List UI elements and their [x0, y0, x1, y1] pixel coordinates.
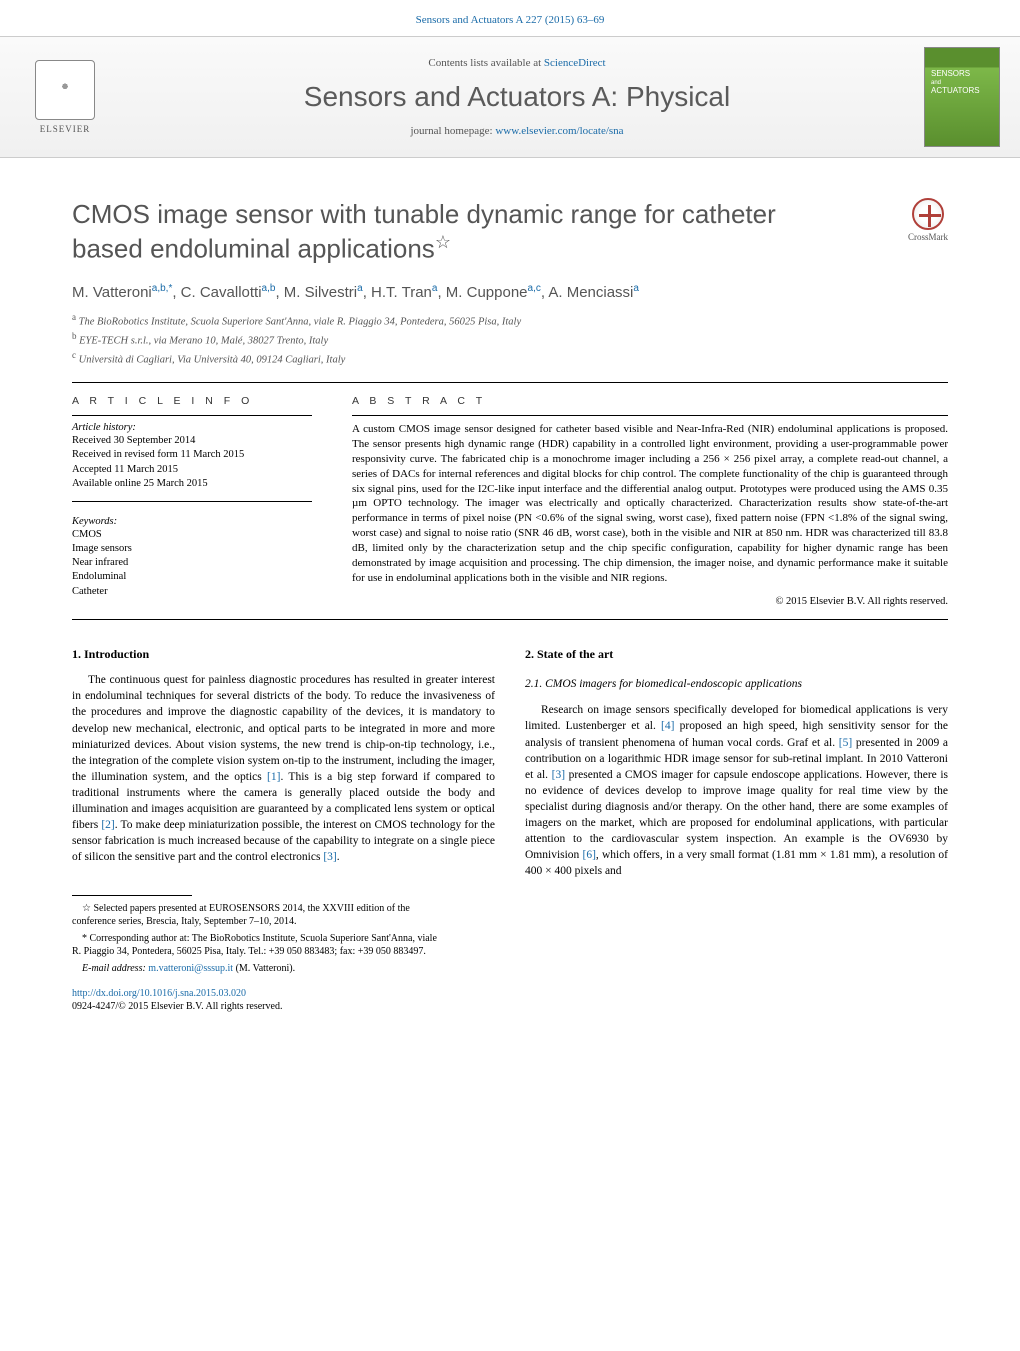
info-abstract-block: A R T I C L E I N F O Article history: R…: [0, 383, 1020, 618]
elsevier-tree-icon: [35, 60, 95, 120]
journal-homepage-line: journal homepage: www.elsevier.com/locat…: [110, 125, 924, 137]
journal-center-block: Contents lists available at ScienceDirec…: [110, 57, 924, 137]
p21-d: presented a CMOS imager for capsule endo…: [525, 769, 948, 861]
article-body: 1. Introduction The continuous quest for…: [0, 620, 1020, 882]
citation-5[interactable]: [5]: [839, 737, 852, 749]
section-2-heading: 2. State of the art: [525, 646, 948, 663]
keywords-list: CMOSImage sensorsNear infraredEndolumina…: [72, 528, 312, 599]
info-rule-2: [72, 501, 312, 502]
elsevier-label: ELSEVIER: [40, 124, 91, 134]
keyword: Near infrared: [72, 556, 312, 570]
abstract-heading: A B S T R A C T: [352, 395, 948, 407]
abstract-text: A custom CMOS image sensor designed for …: [352, 422, 948, 585]
info-rule: [72, 415, 312, 416]
keyword: Image sensors: [72, 542, 312, 556]
p1-a: The continuous quest for painless diagno…: [72, 674, 495, 783]
footnotes-block: ☆ Selected papers presented at EUROSENSO…: [0, 881, 510, 985]
cover-line1: SENSORS: [931, 69, 970, 78]
citation-1[interactable]: [1]: [267, 771, 280, 783]
author-list: M. Vatteronia,b,*, C. Cavallottia,b, M. …: [72, 283, 948, 301]
elsevier-logo: ELSEVIER: [20, 52, 110, 142]
title-footnote-marker: ☆: [435, 232, 451, 252]
affiliation-list: a The BioRobotics Institute, Scuola Supe…: [72, 311, 948, 369]
keyword: Catheter: [72, 585, 312, 599]
history-line: Available online 25 March 2015: [72, 477, 312, 491]
abstract-column: A B S T R A C T A custom CMOS image sens…: [352, 395, 948, 606]
keywords-label: Keywords:: [72, 516, 312, 527]
keyword: Endoluminal: [72, 570, 312, 584]
citation-3b[interactable]: [3]: [552, 769, 565, 781]
citation-3a[interactable]: [3]: [323, 851, 336, 863]
article-history-label: Article history:: [72, 422, 312, 433]
footnote-rule: [72, 895, 192, 896]
sciencedirect-link[interactable]: ScienceDirect: [544, 57, 606, 69]
doi-block: http://dx.doi.org/10.1016/j.sna.2015.03.…: [0, 985, 1020, 1027]
abstract-rule: [352, 415, 948, 416]
history-line: Accepted 11 March 2015: [72, 463, 312, 477]
section-1-heading: 1. Introduction: [72, 646, 495, 663]
journal-title: Sensors and Actuators A: Physical: [110, 81, 924, 113]
affiliation-line: a The BioRobotics Institute, Scuola Supe…: [72, 311, 948, 330]
citation-4[interactable]: [4]: [661, 720, 674, 732]
crossmark-icon: [912, 198, 944, 230]
article-header: CrossMark CMOS image sensor with tunable…: [0, 158, 1020, 368]
citation-6[interactable]: [6]: [583, 849, 596, 861]
homepage-prefix: journal homepage:: [410, 125, 495, 137]
contents-prefix: Contents lists available at: [428, 57, 543, 69]
abstract-copyright: © 2015 Elsevier B.V. All rights reserved…: [352, 596, 948, 607]
footnote-email: E-mail address: m.vatteroni@sssup.it (M.…: [72, 962, 438, 975]
cover-line3: ACTUATORS: [931, 86, 980, 95]
history-line: Received 30 September 2014: [72, 434, 312, 448]
doi-link[interactable]: http://dx.doi.org/10.1016/j.sna.2015.03.…: [72, 988, 246, 999]
article-title-text: CMOS image sensor with tunable dynamic r…: [72, 199, 776, 263]
crossmark-badge[interactable]: CrossMark: [908, 198, 948, 242]
issn-copyright: 0924-4247/© 2015 Elsevier B.V. All right…: [72, 1001, 282, 1012]
footnote-star: ☆ Selected papers presented at EUROSENSO…: [72, 902, 438, 928]
email-label: E-mail address:: [82, 963, 148, 974]
section-2-1-heading: 2.1. CMOS imagers for biomedical-endosco…: [525, 676, 948, 692]
crossmark-label: CrossMark: [908, 232, 948, 242]
corresponding-email-link[interactable]: m.vatteroni@sssup.it: [148, 963, 233, 974]
journal-reference: Sensors and Actuators A 227 (2015) 63–69: [0, 0, 1020, 36]
affiliation-line: b EYE-TECH s.r.l., via Merano 10, Malé, …: [72, 330, 948, 349]
p1-c: . To make deep miniaturization possible,…: [72, 819, 495, 863]
email-suffix: (M. Vatteroni).: [233, 963, 295, 974]
article-title: CMOS image sensor with tunable dynamic r…: [72, 198, 948, 265]
journal-homepage-link[interactable]: www.elsevier.com/locate/sna: [495, 125, 623, 137]
contents-lists-line: Contents lists available at ScienceDirec…: [110, 57, 924, 69]
citation-2[interactable]: [2]: [101, 819, 114, 831]
article-info-column: A R T I C L E I N F O Article history: R…: [72, 395, 312, 606]
history-line: Received in revised form 11 March 2015: [72, 448, 312, 462]
p1-d: .: [337, 851, 340, 863]
article-history-lines: Received 30 September 2014Received in re…: [72, 434, 312, 491]
cover-text: SENSORS and ACTUATORS: [931, 70, 980, 96]
footnote-corresponding: * Corresponding author at: The BioRoboti…: [72, 932, 438, 958]
affiliation-line: c Università di Cagliari, Via Università…: [72, 349, 948, 368]
journal-header: ELSEVIER Contents lists available at Sci…: [0, 36, 1020, 158]
section-1-paragraph: The continuous quest for painless diagno…: [72, 672, 495, 865]
keyword: CMOS: [72, 528, 312, 542]
section-2-1-paragraph: Research on image sensors specifically d…: [525, 702, 948, 879]
article-info-heading: A R T I C L E I N F O: [72, 395, 312, 407]
journal-cover-thumbnail: SENSORS and ACTUATORS: [924, 47, 1000, 147]
